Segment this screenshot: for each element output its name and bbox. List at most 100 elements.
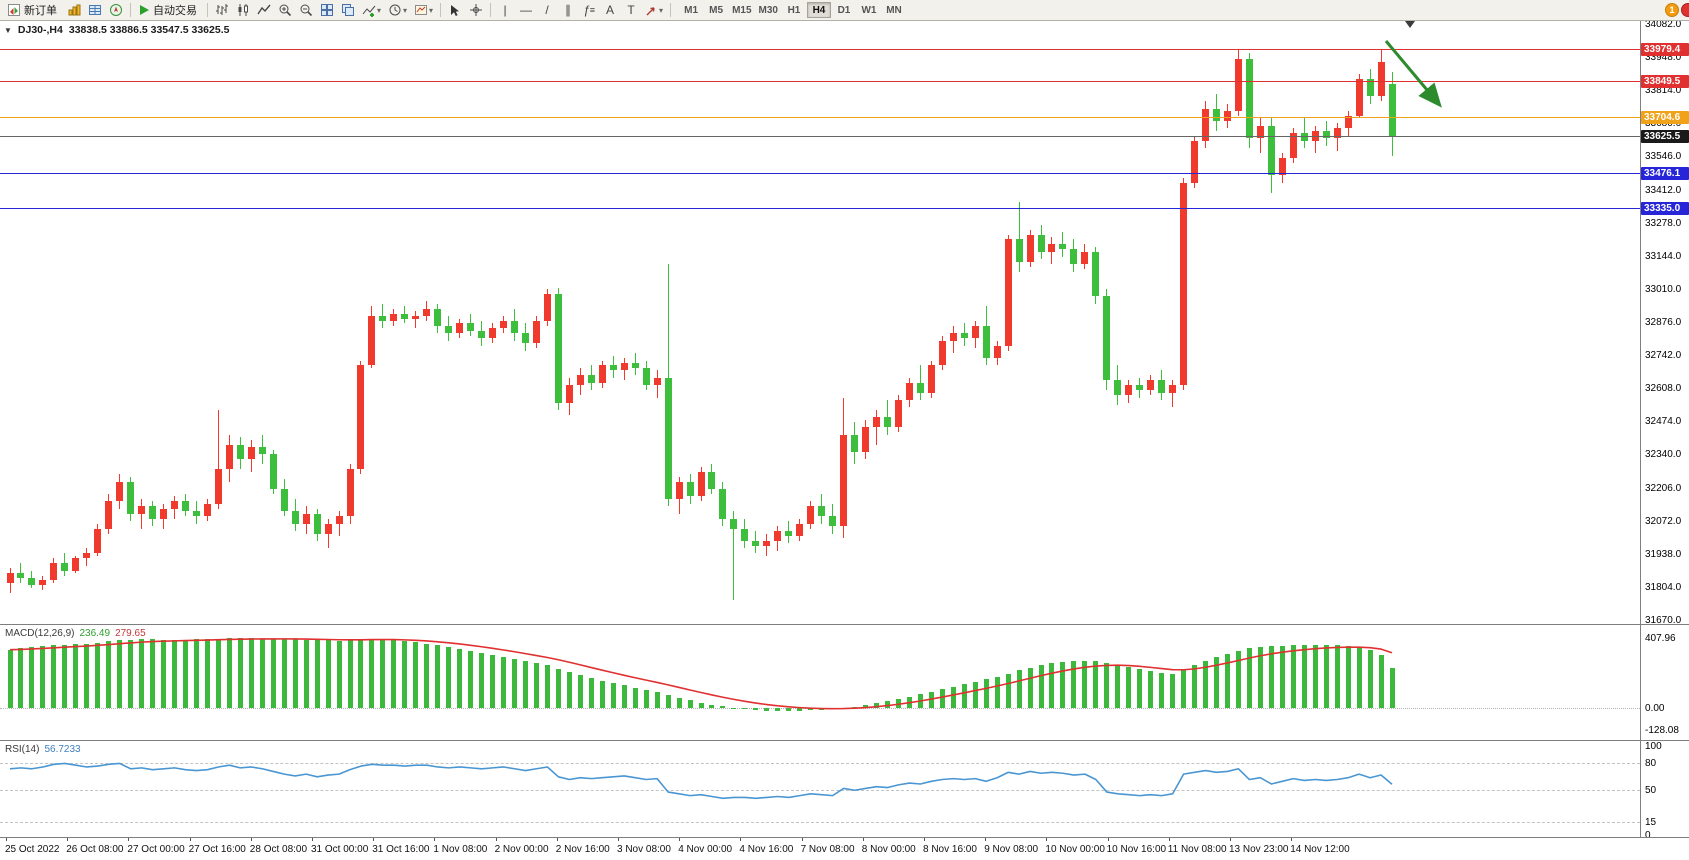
chart-window[interactable]: ▼ DJ30-,H4 33838.5 33886.5 33547.5 33625… [0,21,1689,860]
macd-histogram-bar [248,638,254,708]
autotrade-button[interactable]: 自动交易 [135,1,203,19]
candle-body [818,506,826,517]
candle-body [149,506,157,519]
time frame-button-d1[interactable]: D1 [837,4,851,16]
price-line-tag[interactable]: 33704.6 [1641,110,1689,124]
candle-body [61,563,69,571]
rsi-value: 56.7233 [44,744,81,755]
time frame-button-h4[interactable]: H4 [806,2,831,18]
autotrade-label: 自动交易 [153,5,197,17]
candle-body [1366,78,1374,97]
time frame-button-m5[interactable]: M5 [709,4,724,16]
zoom-out-button[interactable] [296,1,316,19]
horizontal-line[interactable] [0,48,1640,50]
horizontal-line[interactable] [0,208,1640,210]
candle-body [894,400,902,428]
candle-body [971,325,979,339]
candlestick-mode-button[interactable] [233,1,253,19]
chart-shift-marker[interactable] [1405,21,1415,28]
arrows-tool-button[interactable]: ▾ [642,1,666,19]
horizontal-line[interactable] [0,173,1640,175]
rsi-level-line [0,821,1640,823]
price-scale-label: 33144.0 [1645,250,1682,262]
navigator-button[interactable] [106,1,126,19]
macd-histogram-bar [1268,646,1274,708]
price-scale-label: 33278.0 [1645,217,1682,229]
line-chart-mode-button[interactable] [254,1,274,19]
macd-histogram-bar [698,702,704,708]
price-line-tag[interactable]: 33335.0 [1641,202,1689,216]
text-tool-button[interactable]: A [600,1,620,19]
macd-histogram-bar [270,638,276,708]
candle-wick [327,518,329,549]
vertical-line-tool-button[interactable]: | [495,1,515,19]
charts-button[interactable] [64,1,84,19]
price-line-tag[interactable]: 33979.4 [1641,42,1689,56]
candle-body [1322,130,1330,139]
time frame-button-m30[interactable]: M30 [758,4,778,16]
candle-wick [886,400,888,435]
navigator-icon [109,3,123,17]
periods-button[interactable]: ▾ [385,1,410,19]
time frame-button-m1[interactable]: M1 [684,4,699,16]
notification-badge[interactable]: 1 [1665,3,1679,17]
time frame-button-h1[interactable]: H1 [787,4,801,16]
market-watch-button[interactable] [85,1,105,19]
price-chart-panel[interactable]: ▼ DJ30-,H4 33838.5 33886.5 33547.5 33625… [0,21,1689,624]
indicator-scale-label: 407.96 [1645,633,1676,645]
horizontal-line[interactable] [0,80,1640,82]
macd-histogram-bar [1312,644,1318,708]
fibonacci-tool-button[interactable]: ƒ ≡ [579,1,599,19]
macd-histogram-bar [402,640,408,708]
templates-button[interactable]: ▾ [411,1,436,19]
price-line-tag[interactable]: 33849.5 [1641,74,1689,88]
candle-wick [1018,202,1020,272]
macd-histogram-bar [51,645,57,708]
time-label: 14 Nov 12:00 [1290,844,1350,855]
trendline-icon: / [545,3,549,17]
candle-body [1147,380,1155,391]
rsi-panel[interactable]: RSI(14) 56.7233 100 80 50 15 0 [0,740,1689,837]
time frame-button-m15[interactable]: M15 [732,4,752,16]
one-click-trading-toggle[interactable]: ▼ [4,25,12,35]
trendline-tool-button[interactable]: / [537,1,557,19]
bar-chart-mode-button[interactable] [212,1,232,19]
time frame-button-w1[interactable]: W1 [861,4,877,16]
candle-body [785,531,793,536]
time-axis[interactable]: 25 Oct 2022 26 Oct 08:00 27 Oct 00:00 27 Oc… [0,837,1689,860]
macd-histogram-bar [347,640,353,708]
candle-body [840,434,848,527]
macd-histogram-bar [62,644,68,708]
alert-badge[interactable] [1681,3,1689,17]
chevron-down-icon: ▾ [377,5,382,15]
tile-windows-button[interactable] [317,1,337,19]
macd-histogram-bar [961,684,967,708]
time-tick [1046,838,1048,841]
macd-histogram-bar [128,639,134,708]
crosshair-tool-button[interactable] [466,1,486,19]
cascade-windows-button[interactable] [338,1,358,19]
candle-body [664,377,672,499]
text-label-tool-button[interactable]: T [621,1,641,19]
text-icon: A [606,3,615,17]
channel-tool-button[interactable]: ∥ [558,1,578,19]
time-label: 8 Nov 00:00 [861,844,916,855]
time-tick [189,838,191,841]
new-order-button[interactable]: 新订单 [4,1,63,19]
time-label: 11 Nov 08:00 [1167,844,1227,855]
macd-panel[interactable]: MACD(12,26,9) 236.49 279.65 407.96 0.00 -1… [0,624,1689,740]
horizontal-line-tool-button[interactable]: — [516,1,536,19]
add-indicator-button[interactable]: ▾ [359,1,384,19]
macd-histogram-bar [281,638,287,708]
cursor-tool-button[interactable] [445,1,465,19]
macd-histogram-bar [1203,660,1209,708]
candle-body [489,328,497,339]
horizontal-line[interactable] [0,116,1640,118]
candle-body [1081,251,1089,265]
time-label: 25 Oct 2022 [5,844,60,855]
zoom-in-button[interactable] [275,1,295,19]
macd-histogram-bar [1159,673,1165,708]
candle-body [1377,61,1385,97]
price-line-tag[interactable]: 33476.1 [1641,167,1689,181]
time frame-button-mn[interactable]: MN [886,4,902,16]
